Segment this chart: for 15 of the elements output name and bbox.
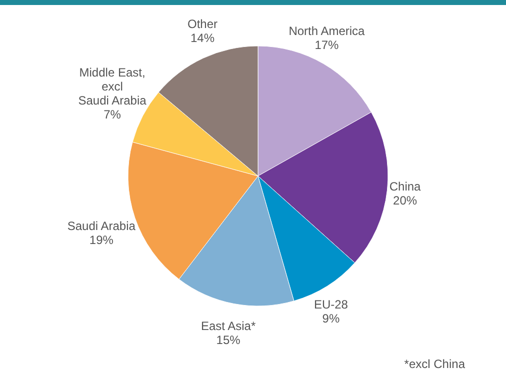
- slice-label: Other: [188, 16, 218, 31]
- data-label: 20%: [393, 193, 418, 208]
- slice-label: EU-28: [314, 298, 348, 312]
- slice-label: Saudi Arabia: [67, 219, 136, 234]
- data-label: 19%: [89, 233, 114, 248]
- slice-label: Middle East, excl Saudi Arabia: [78, 65, 147, 108]
- data-label: 15%: [216, 333, 241, 348]
- slice-label: China: [389, 179, 422, 194]
- data-label: 7%: [104, 107, 122, 122]
- data-label: 14%: [190, 30, 215, 45]
- slice-label: North America: [288, 24, 366, 38]
- text: *excl China: [404, 357, 466, 371]
- data-label: 9%: [322, 312, 340, 326]
- data-label: 17%: [314, 38, 340, 52]
- slice-label: East Asia*: [200, 319, 256, 334]
